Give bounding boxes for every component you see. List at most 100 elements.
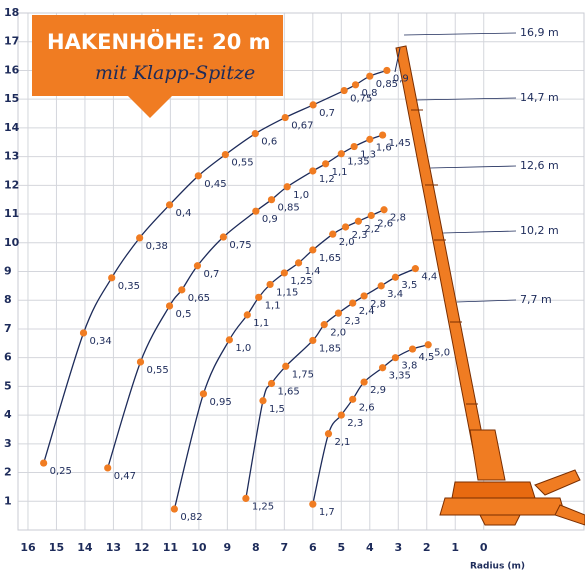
load-label: 0,85	[278, 203, 300, 214]
load-point	[171, 505, 178, 512]
load-label: 0,7	[319, 108, 335, 119]
x-tick-label: 5	[337, 541, 345, 554]
load-point	[200, 390, 207, 397]
load-point	[392, 354, 399, 361]
load-point	[255, 294, 262, 301]
load-label: 0,5	[176, 309, 192, 320]
crane	[395, 46, 585, 525]
load-point	[351, 143, 358, 150]
load-point	[310, 101, 317, 108]
x-tick-label: 12	[134, 541, 149, 554]
load-label: 0,4	[176, 208, 192, 219]
load-label: 0,75	[229, 240, 251, 251]
load-label: 0,45	[204, 179, 226, 190]
load-label: 2,8	[370, 299, 386, 310]
x-axis-title: Radius (m)	[470, 562, 525, 572]
x-tick-label: 6	[309, 541, 317, 554]
x-tick-label: 3	[394, 541, 402, 554]
load-label: 1,45	[389, 138, 411, 149]
load-label: 5,0	[434, 348, 450, 359]
load-point	[268, 380, 275, 387]
load-label: 0,34	[90, 336, 112, 347]
load-point	[226, 336, 233, 343]
load-label: 0,9	[262, 214, 278, 225]
x-tick-label: 13	[106, 541, 121, 554]
load-point	[242, 495, 249, 502]
load-label: 4,4	[421, 272, 437, 283]
load-point	[366, 73, 373, 80]
load-point	[309, 501, 316, 508]
load-point	[259, 397, 266, 404]
load-label: 3,35	[389, 371, 411, 382]
load-point	[383, 67, 390, 74]
load-point	[338, 150, 345, 157]
x-tick-label: 1	[451, 541, 459, 554]
load-point	[282, 363, 289, 370]
load-label: 1,25	[290, 276, 312, 287]
x-tick-label: 0	[480, 541, 488, 554]
load-label: 1,0	[235, 343, 251, 354]
load-point	[40, 459, 47, 466]
load-label: 2,9	[370, 385, 386, 396]
banner-title: HAKENHÖHE: 20 m	[47, 29, 271, 54]
load-point	[329, 231, 336, 238]
boom-length-label: 14,7 m	[520, 91, 559, 104]
load-point	[349, 396, 356, 403]
x-tick-label: 10	[191, 541, 207, 554]
load-point	[220, 233, 227, 240]
load-label: 0,35	[118, 281, 140, 292]
load-label: 1,1	[332, 167, 348, 178]
y-tick-label: 7	[4, 322, 12, 335]
load-label: 2,3	[347, 418, 363, 429]
load-label: 0,7	[203, 269, 219, 280]
y-tick-label: 10	[4, 236, 20, 249]
load-label: 1,65	[278, 387, 300, 398]
load-point	[335, 310, 342, 317]
load-point	[104, 464, 111, 471]
y-tick-label: 17	[4, 35, 19, 48]
load-point	[360, 378, 367, 385]
load-label: 0,55	[146, 365, 168, 376]
load-label: 0,82	[180, 512, 202, 523]
load-label: 0,67	[291, 121, 313, 132]
load-point	[379, 131, 386, 138]
load-point	[368, 212, 375, 219]
boom-length-label: 10,2 m	[520, 224, 559, 237]
load-point	[355, 218, 362, 225]
load-label: 1,5	[269, 404, 285, 415]
load-point	[80, 329, 87, 336]
y-tick-label: 9	[4, 265, 12, 278]
x-tick-label: 11	[163, 541, 178, 554]
banner: HAKENHÖHE: 20 m mit Klapp-Spitze	[32, 15, 283, 118]
load-label: 3,8	[401, 361, 417, 372]
load-point	[136, 234, 143, 241]
load-point	[244, 311, 251, 318]
load-point	[268, 196, 275, 203]
x-tick-label: 7	[281, 541, 289, 554]
load-label: 2,6	[359, 402, 375, 413]
load-point	[325, 430, 332, 437]
banner-subtitle: mit Klapp-Spitze	[95, 62, 255, 84]
load-point	[412, 265, 419, 272]
y-tick-label: 12	[4, 178, 19, 191]
load-label: 4,5	[419, 352, 435, 363]
boom-length-label: 16,9 m	[520, 26, 559, 39]
leader-line	[404, 33, 516, 35]
load-label: 1,25	[252, 501, 274, 512]
load-point	[309, 337, 316, 344]
load-point	[222, 151, 229, 158]
load-point	[380, 206, 387, 213]
load-label: 2,8	[390, 213, 406, 224]
load-label: 2,0	[330, 328, 346, 339]
y-tick-label: 18	[4, 6, 19, 19]
load-point	[379, 364, 386, 371]
x-tick-label: 9	[224, 541, 232, 554]
load-label: 1,4	[305, 266, 321, 277]
load-label: 1,65	[319, 253, 341, 264]
load-label: 0,25	[50, 466, 72, 477]
x-tick-label: 14	[77, 541, 93, 554]
x-tick-label: 2	[423, 541, 431, 554]
x-tick-label: 4	[366, 541, 374, 554]
load-point	[360, 292, 367, 299]
load-point	[309, 167, 316, 174]
